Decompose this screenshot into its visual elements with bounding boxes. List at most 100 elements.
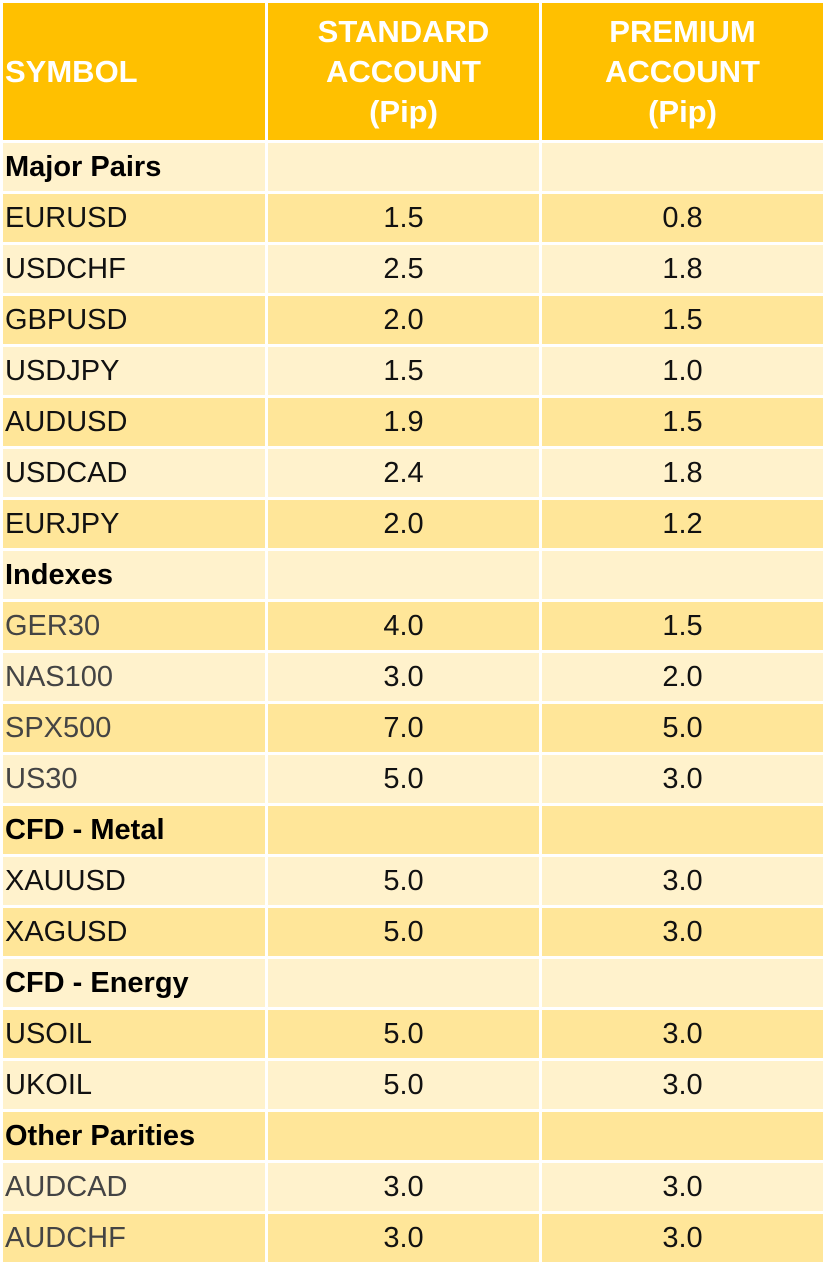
symbol-cell: SPX500: [2, 703, 267, 754]
symbol-cell: GBPUSD: [2, 295, 267, 346]
empty-cell: [541, 805, 823, 856]
standard-spread-cell: 3.0: [267, 1162, 541, 1213]
group-header-row: Indexes: [2, 550, 823, 601]
header-standard-account: STANDARD ACCOUNT (Pip): [267, 2, 541, 142]
header-standard-line: (Pip): [369, 94, 438, 129]
premium-spread-cell: 3.0: [541, 1009, 823, 1060]
group-label: CFD - Energy: [2, 958, 267, 1009]
table-header: SYMBOL STANDARD ACCOUNT (Pip) PREMIUM AC…: [2, 2, 823, 142]
standard-spread-cell: 4.0: [267, 601, 541, 652]
premium-spread-cell: 5.0: [541, 703, 823, 754]
empty-cell: [267, 958, 541, 1009]
header-symbol: SYMBOL: [2, 2, 267, 142]
symbol-cell: USDCHF: [2, 244, 267, 295]
premium-spread-cell: 2.0: [541, 652, 823, 703]
symbol-cell: EURJPY: [2, 499, 267, 550]
standard-spread-cell: 2.0: [267, 295, 541, 346]
standard-spread-cell: 1.5: [267, 193, 541, 244]
premium-spread-cell: 3.0: [541, 1060, 823, 1111]
standard-spread-cell: 3.0: [267, 1213, 541, 1264]
symbol-cell: US30: [2, 754, 267, 805]
standard-spread-cell: 3.0: [267, 652, 541, 703]
symbol-cell: USOIL: [2, 1009, 267, 1060]
symbol-cell: AUDCHF: [2, 1213, 267, 1264]
standard-spread-cell: 2.4: [267, 448, 541, 499]
header-premium-line: (Pip): [648, 94, 717, 129]
symbol-cell: USDJPY: [2, 346, 267, 397]
symbol-cell: GER30: [2, 601, 267, 652]
standard-spread-cell: 5.0: [267, 1009, 541, 1060]
symbol-cell: USDCAD: [2, 448, 267, 499]
symbol-cell: AUDCAD: [2, 1162, 267, 1213]
premium-spread-cell: 3.0: [541, 754, 823, 805]
empty-cell: [541, 550, 823, 601]
premium-spread-cell: 1.5: [541, 397, 823, 448]
header-premium-line: ACCOUNT: [605, 54, 760, 89]
premium-spread-cell: 1.5: [541, 295, 823, 346]
group-label: Indexes: [2, 550, 267, 601]
empty-cell: [267, 1111, 541, 1162]
standard-spread-cell: 5.0: [267, 907, 541, 958]
premium-spread-cell: 3.0: [541, 856, 823, 907]
symbol-cell: NAS100: [2, 652, 267, 703]
empty-cell: [267, 142, 541, 193]
standard-spread-cell: 1.5: [267, 346, 541, 397]
header-premium-account: PREMIUM ACCOUNT (Pip): [541, 2, 823, 142]
group-label: Other Parities: [2, 1111, 267, 1162]
header-standard-line: STANDARD: [318, 14, 490, 49]
group-header-row: Major Pairs: [2, 142, 823, 193]
symbol-cell: XAUUSD: [2, 856, 267, 907]
symbol-cell: EURUSD: [2, 193, 267, 244]
empty-cell: [541, 142, 823, 193]
premium-spread-cell: 3.0: [541, 1213, 823, 1264]
empty-cell: [267, 550, 541, 601]
symbol-cell: AUDUSD: [2, 397, 267, 448]
group-header-row: Other Parities: [2, 1111, 823, 1162]
group-label: Major Pairs: [2, 142, 267, 193]
premium-spread-cell: 3.0: [541, 1162, 823, 1213]
premium-spread-cell: 3.0: [541, 907, 823, 958]
premium-spread-cell: 1.0: [541, 346, 823, 397]
group-header-row: CFD - Energy: [2, 958, 823, 1009]
premium-spread-cell: 1.2: [541, 499, 823, 550]
group-header-row: CFD - Metal: [2, 805, 823, 856]
empty-cell: [267, 805, 541, 856]
symbol-cell: UKOIL: [2, 1060, 267, 1111]
header-premium-line: PREMIUM: [609, 14, 755, 49]
empty-cell: [541, 1111, 823, 1162]
standard-spread-cell: 5.0: [267, 1060, 541, 1111]
premium-spread-cell: 0.8: [541, 193, 823, 244]
premium-spread-cell: 1.8: [541, 244, 823, 295]
standard-spread-cell: 5.0: [267, 754, 541, 805]
standard-spread-cell: 5.0: [267, 856, 541, 907]
standard-spread-cell: 2.5: [267, 244, 541, 295]
standard-spread-cell: 2.0: [267, 499, 541, 550]
header-row: SYMBOL STANDARD ACCOUNT (Pip) PREMIUM AC…: [2, 2, 823, 142]
standard-spread-cell: 1.9: [267, 397, 541, 448]
empty-cell: [541, 958, 823, 1009]
premium-spread-cell: 1.5: [541, 601, 823, 652]
standard-spread-cell: 7.0: [267, 703, 541, 754]
header-standard-line: ACCOUNT: [326, 54, 481, 89]
premium-spread-cell: 1.8: [541, 448, 823, 499]
symbol-cell: XAGUSD: [2, 907, 267, 958]
